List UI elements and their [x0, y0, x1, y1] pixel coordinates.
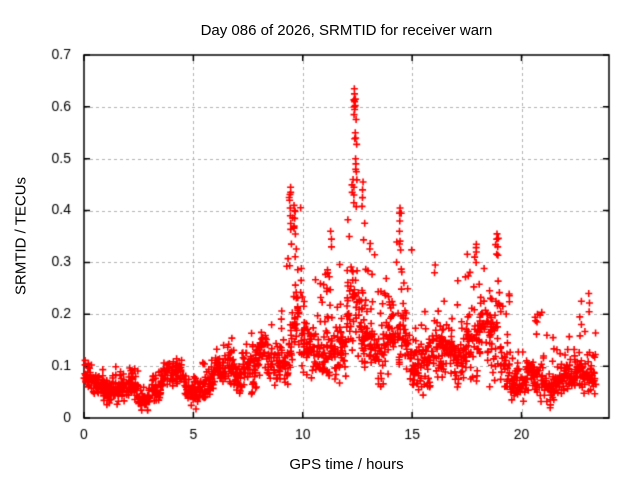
y-axis-label: SRMTID / TECUs [12, 176, 30, 296]
chart-title: Day 086 of 2026, SRMTID for receiver war… [200, 22, 493, 39]
x-axis-label: GPS time / hours [289, 456, 404, 473]
